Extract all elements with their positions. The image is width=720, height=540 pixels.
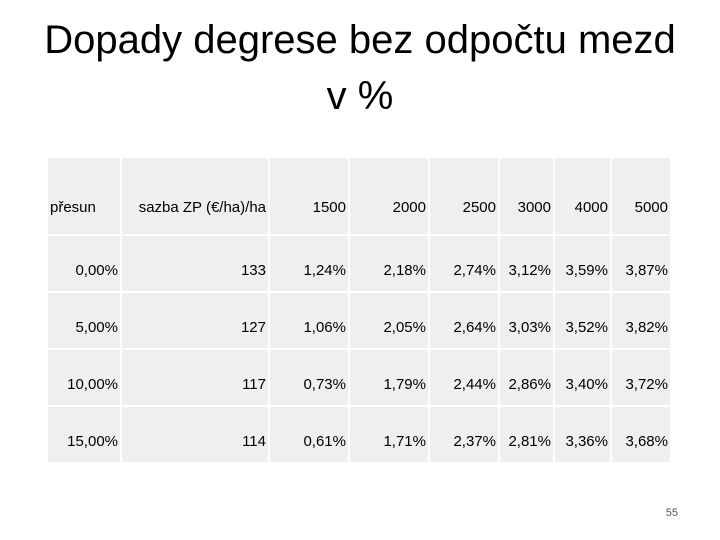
table-cell: 127: [122, 293, 268, 348]
table-cell: 3,87%: [612, 236, 670, 291]
table-cell: 1,06%: [270, 293, 348, 348]
table-cell: 2,81%: [500, 407, 553, 462]
table-cell: 3,72%: [612, 350, 670, 405]
table-cell: 10,00%: [48, 350, 120, 405]
data-table: přesun sazba ZP (€/ha)/ha 1500 2000 2500 3000…: [46, 156, 672, 464]
table-cell: 2,18%: [350, 236, 428, 291]
title-line: v %: [326, 74, 394, 118]
table-cell: 5,00%: [48, 293, 120, 348]
table-row: 10,00% 117 0,73% 1,79% 2,44% 2,86% 3,40% 3,72%: [48, 350, 670, 405]
table-cell: 3,68%: [612, 407, 670, 462]
table-row: 0,00% 133 1,24% 2,18% 2,74% 3,12% 3,59% 3,87%: [48, 236, 670, 291]
table-cell: 114: [122, 407, 268, 462]
page-number: 55: [665, 507, 678, 519]
table-cell: 0,00%: [48, 236, 120, 291]
table-cell: 2,74%: [430, 236, 498, 291]
header-cell: 4000: [555, 158, 610, 234]
table-row: 5,00% 127 1,06% 2,05% 2,64% 3,03% 3,52% 3,82%: [48, 293, 670, 348]
table-cell: 3,03%: [500, 293, 553, 348]
header-cell: 2500: [430, 158, 498, 234]
table-row: 15,00% 114 0,61% 1,71% 2,37% 2,81% 3,36% 3,68%: [48, 407, 670, 462]
table-cell: 3,36%: [555, 407, 610, 462]
table-cell: 1,79%: [350, 350, 428, 405]
header-cell: sazba ZP (€/ha)/ha: [122, 158, 268, 234]
table-cell: 3,82%: [612, 293, 670, 348]
table-cell: 0,61%: [270, 407, 348, 462]
table-cell: 1,24%: [270, 236, 348, 291]
table-cell: 3,12%: [500, 236, 553, 291]
title-line: Dopady degrese bez odpočtu mezd: [44, 18, 676, 62]
table-row: přesun sazba ZP (€/ha)/ha 1500 2000 2500 3000…: [48, 158, 670, 234]
table-cell: 133: [122, 236, 268, 291]
table-cell: 117: [122, 350, 268, 405]
header-cell: 5000: [612, 158, 670, 234]
header-cell: 1500: [270, 158, 348, 234]
table-cell: 2,37%: [430, 407, 498, 462]
table-cell: 0,73%: [270, 350, 348, 405]
table-cell: 2,05%: [350, 293, 428, 348]
table-cell: 2,64%: [430, 293, 498, 348]
table-cell: 3,40%: [555, 350, 610, 405]
header-cell: přesun: [48, 158, 120, 234]
header-cell: 3000: [500, 158, 553, 234]
table-cell: 1,71%: [350, 407, 428, 462]
table-cell: 3,52%: [555, 293, 610, 348]
header-cell: 2000: [350, 158, 428, 234]
table-cell: 2,44%: [430, 350, 498, 405]
table-cell: 3,59%: [555, 236, 610, 291]
table-cell: 2,86%: [500, 350, 553, 405]
table-cell: 15,00%: [48, 407, 120, 462]
